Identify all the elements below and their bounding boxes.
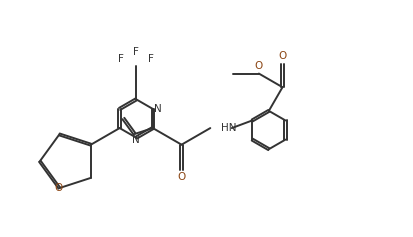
Text: F: F bbox=[148, 54, 154, 64]
Text: O: O bbox=[55, 183, 63, 193]
Text: F: F bbox=[119, 54, 124, 64]
Text: F: F bbox=[133, 47, 139, 58]
Text: HN: HN bbox=[221, 123, 236, 133]
Text: N: N bbox=[132, 135, 139, 145]
Text: O: O bbox=[178, 172, 186, 182]
Text: O: O bbox=[255, 61, 263, 71]
Text: O: O bbox=[278, 51, 287, 61]
Text: N: N bbox=[154, 104, 162, 114]
